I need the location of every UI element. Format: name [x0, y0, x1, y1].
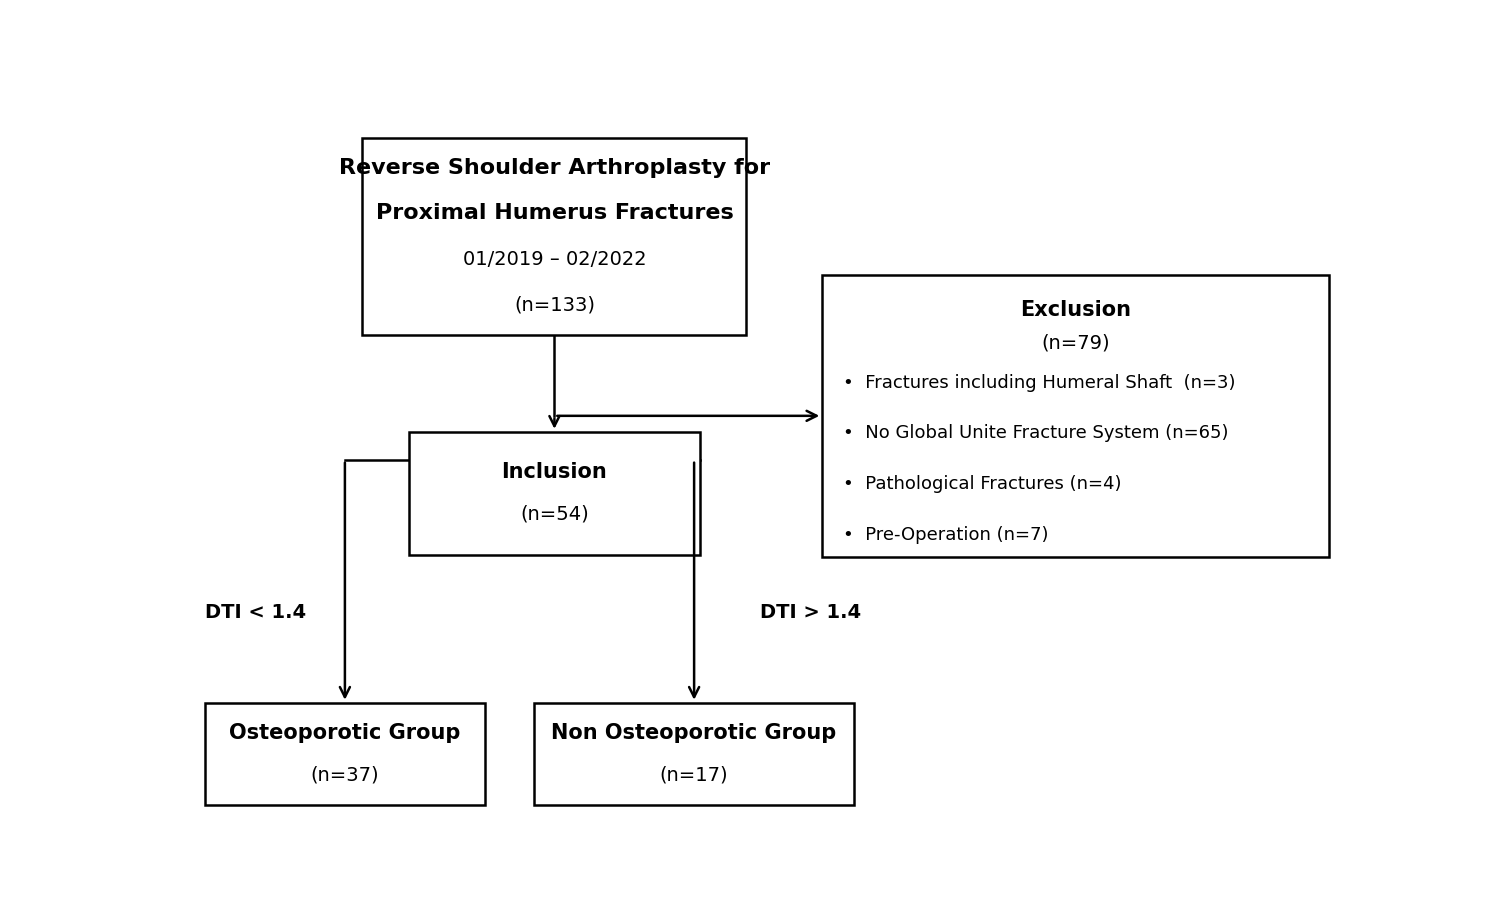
Text: (n=54): (n=54)	[520, 505, 589, 524]
Text: (n=133): (n=133)	[514, 295, 595, 314]
Text: Inclusion: Inclusion	[502, 462, 607, 482]
Text: (n=17): (n=17)	[659, 765, 728, 784]
Text: Exclusion: Exclusion	[1020, 300, 1131, 320]
Text: 01/2019 – 02/2022: 01/2019 – 02/2022	[463, 250, 646, 269]
Text: Proximal Humerus Fractures: Proximal Humerus Fractures	[376, 204, 733, 224]
Text: Reverse Shoulder Arthroplasty for: Reverse Shoulder Arthroplasty for	[339, 158, 771, 177]
Bar	[535, 703, 855, 804]
Text: DTI > 1.4: DTI > 1.4	[760, 603, 861, 622]
Text: Osteoporotic Group: Osteoporotic Group	[230, 723, 461, 742]
Text: •  No Global Unite Fracture System (n=65): • No Global Unite Fracture System (n=65)	[843, 424, 1229, 442]
Text: •  Fractures including Humeral Shaft  (n=3): • Fractures including Humeral Shaft (n=3…	[843, 374, 1236, 391]
Text: •  Pathological Fractures (n=4): • Pathological Fractures (n=4)	[843, 475, 1122, 493]
Bar	[822, 275, 1328, 557]
Text: (n=79): (n=79)	[1041, 334, 1110, 353]
Bar	[409, 431, 700, 555]
Text: Non Osteoporotic Group: Non Osteoporotic Group	[551, 723, 837, 742]
Text: DTI < 1.4: DTI < 1.4	[204, 603, 306, 622]
Bar	[206, 703, 485, 804]
Bar	[362, 138, 746, 335]
Text: (n=37): (n=37)	[311, 765, 379, 784]
Text: •  Pre-Operation (n=7): • Pre-Operation (n=7)	[843, 526, 1048, 544]
